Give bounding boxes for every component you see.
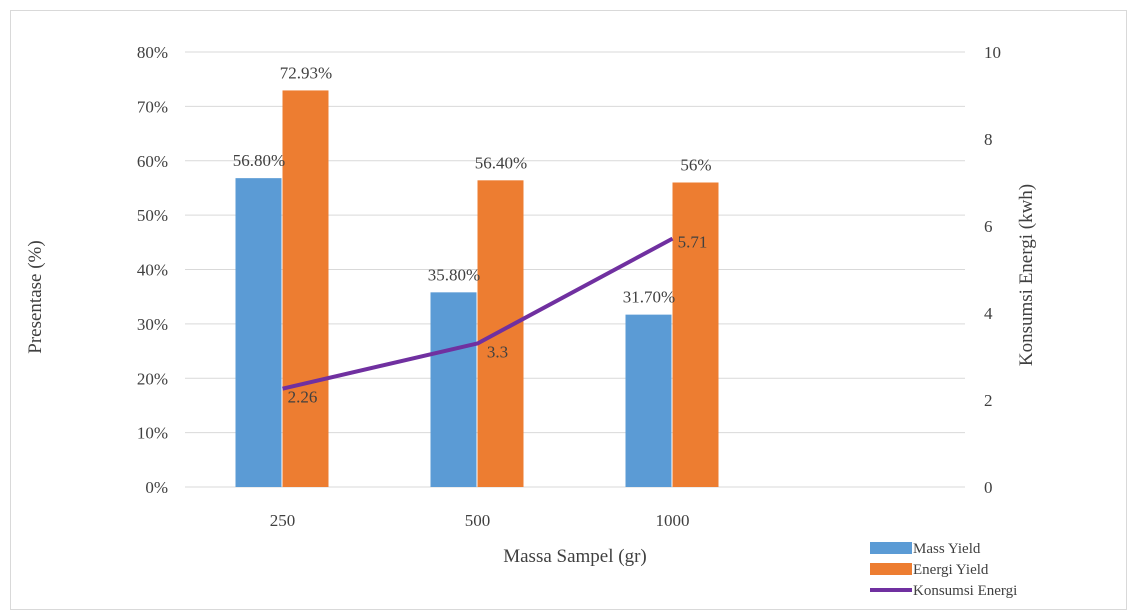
x-axis-title: Massa Sampel (gr) [503,546,647,567]
bar-mass-yield [625,314,672,487]
y-tick-label: 70% [137,97,168,116]
x-tick-label: 1000 [656,511,690,530]
y-tick-label: 0% [145,478,168,497]
y2-tick-label: 2 [984,391,993,410]
bar-data-label: 56.40% [475,153,527,172]
bar-energi-yield [672,182,719,487]
bar-data-label: 72.93% [280,63,332,82]
y2-tick-label: 10 [984,43,1001,62]
y-tick-label: 30% [137,315,168,334]
x-axis: 250 500 1000 [270,511,690,530]
legend-label: Energi Yield [913,562,989,578]
line-series [282,236,674,391]
line-data-label: 3.3 [487,342,508,361]
bar-energi-yield [477,180,524,487]
line-konsumsi-energi [282,236,674,391]
y-axis-title: Presentase (%) [25,240,46,353]
line-data-label: 2.26 [288,388,318,407]
y-tick-label: 20% [137,369,168,388]
bar-mass-yield [235,178,282,487]
y-tick-label: 50% [137,206,168,225]
y2-tick-label: 8 [984,130,993,149]
legend-label: Konsumsi Energi [913,583,1017,599]
bar-data-label: 31.70% [623,288,675,307]
legend-swatch [870,563,912,575]
y-tick-label: 40% [137,261,168,280]
y2-axis-title: Konsumsi Energi (kwh) [1016,184,1037,366]
x-tick-label: 250 [270,511,296,530]
bar-energi-yield [282,90,329,488]
y2-tick-label: 0 [984,478,993,497]
y-axis-right: 0 2 4 6 8 10 [984,43,1001,497]
y-tick-label: 60% [137,152,168,171]
bar-data-label: 56% [680,156,711,175]
line-data-label: 5.71 [678,233,708,252]
bar-mass-yield [430,292,477,487]
y-tick-label: 80% [137,43,168,62]
chart-frame [10,10,1127,610]
y2-tick-label: 6 [984,217,993,236]
x-tick-label: 500 [465,511,491,530]
data-labels: 56.80% 35.80% 31.70% 72.93% 56.40% 56% 2.26 3.3… [233,63,712,406]
legend-label: Mass Yield [913,541,981,557]
bar-data-label: 56.80% [233,151,285,170]
y2-tick-label: 4 [984,304,993,323]
bar-data-label: 35.80% [428,265,480,284]
y-axis-left: 0% 10% 20% 30% 40% 50% 60% 70% 80% [137,43,168,497]
y-tick-label: 10% [137,424,168,443]
legend-swatch [870,542,912,554]
legend: Mass Yield Energi Yield Konsumsi Energi [870,541,1017,599]
bars [235,90,719,488]
